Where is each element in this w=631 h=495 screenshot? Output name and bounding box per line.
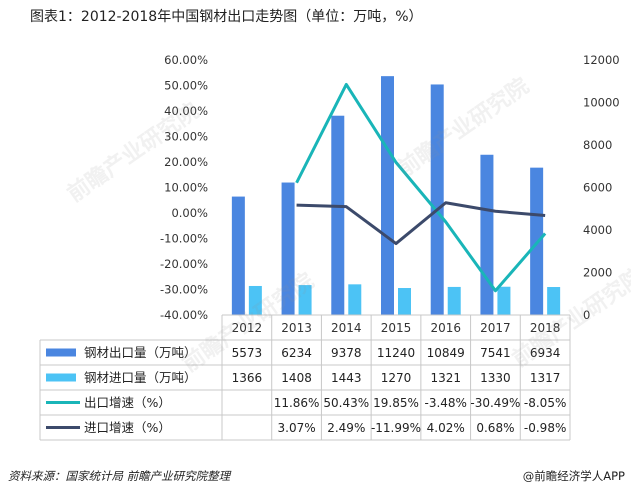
export-volume-bar (281, 182, 295, 315)
import-volume-bar (298, 285, 312, 315)
data-label: 11.86% (274, 396, 320, 410)
data-label: 6234 (281, 346, 312, 360)
right-axis-tick: 6000 (583, 181, 612, 195)
category-label: 2013 (281, 321, 312, 335)
data-label: 1321 (430, 371, 461, 385)
left-axis-tick: -10.00% (160, 232, 208, 246)
left-axis-tick: 50.00% (164, 79, 208, 93)
data-label: 3.07% (278, 421, 316, 435)
left-axis-tick: -20.00% (160, 257, 208, 271)
import-volume-bar (447, 286, 461, 315)
data-label: 2.49% (327, 421, 365, 435)
data-label: 10849 (427, 346, 465, 360)
left-axis-tick: 10.00% (164, 181, 208, 195)
data-label: 0.68% (476, 421, 514, 435)
data-label: 1317 (530, 371, 561, 385)
left-axis-tick: 30.00% (164, 130, 208, 144)
left-axis-tick: 60.00% (164, 53, 208, 67)
series-name: 钢材出口量（万吨） (84, 345, 197, 360)
right-axis-tick: 10000 (583, 96, 620, 110)
category-label: 2014 (331, 321, 362, 335)
series-name: 进口增速（%） (84, 420, 171, 435)
right-axis-tick: 0 (583, 308, 590, 322)
chart-title: 图表1：2012-2018年中国钢材出口走势图（单位：万吨，%） (30, 9, 423, 25)
data-label: -8.05% (524, 396, 566, 410)
export-volume-bar (381, 76, 394, 316)
left-axis-tick: -30.00% (160, 283, 208, 297)
data-label: 4.02% (427, 421, 465, 435)
chart-area: -40.00% -30.00% -20.00% -10.00% 0.00% 10.00% 2… (39, 53, 620, 441)
series-name: 出口增速（%） (84, 395, 171, 410)
right-axis-tick: 8000 (583, 138, 612, 152)
legend-key (46, 373, 76, 382)
data-label: -11.99% (371, 421, 421, 435)
left-axis-tick: 0.00% (171, 206, 208, 220)
import-volume-bar (497, 286, 511, 315)
left-axis-tick: 20.00% (164, 155, 208, 169)
data-label: 11240 (377, 346, 415, 360)
import-growth-line (296, 201, 546, 246)
category-label: 2017 (480, 321, 511, 335)
source-note: 资料来源：国家统计局 前瞻产业研究院整理 (8, 469, 231, 483)
brand-credit: @前瞻经济学人APP (522, 469, 625, 483)
category-label: 2012 (232, 321, 263, 335)
data-label: -3.48% (424, 396, 466, 410)
export-volume-bar (430, 84, 444, 316)
export-volume-bar (480, 154, 494, 315)
data-label: 9378 (331, 346, 362, 360)
data-label: 50.43% (323, 396, 369, 410)
category-label: 2016 (430, 321, 461, 335)
import-volume-bar (248, 285, 262, 315)
legend-key (46, 348, 76, 357)
data-label: 1366 (232, 371, 263, 385)
data-label: 7541 (480, 346, 511, 360)
data-label: 19.85% (373, 396, 419, 410)
data-label: 6934 (530, 346, 561, 360)
right-axis-tick: 2000 (583, 266, 612, 280)
category-label: 2018 (530, 321, 561, 335)
export-volume-bar (231, 196, 245, 315)
export-volume-bar (331, 115, 345, 315)
right-axis-tick: 12000 (583, 53, 620, 67)
left-axis-tick: 40.00% (164, 104, 208, 118)
series-name: 钢材进口量（万吨） (84, 370, 197, 385)
data-label: 1330 (480, 371, 511, 385)
import-volume-bar (398, 288, 411, 315)
data-label: 1270 (381, 371, 412, 385)
data-label: -30.49% (470, 396, 520, 410)
export-growth-line (295, 82, 547, 293)
data-label: 1443 (331, 371, 362, 385)
category-label: 2015 (381, 321, 412, 335)
right-axis-tick: 4000 (583, 223, 612, 237)
left-axis-tick: -40.00% (160, 308, 208, 322)
import-volume-bar (547, 287, 561, 315)
data-label: -0.98% (524, 421, 566, 435)
data-label: 5573 (232, 346, 263, 360)
import-volume-bar (348, 284, 362, 315)
data-label: 1408 (281, 371, 312, 385)
